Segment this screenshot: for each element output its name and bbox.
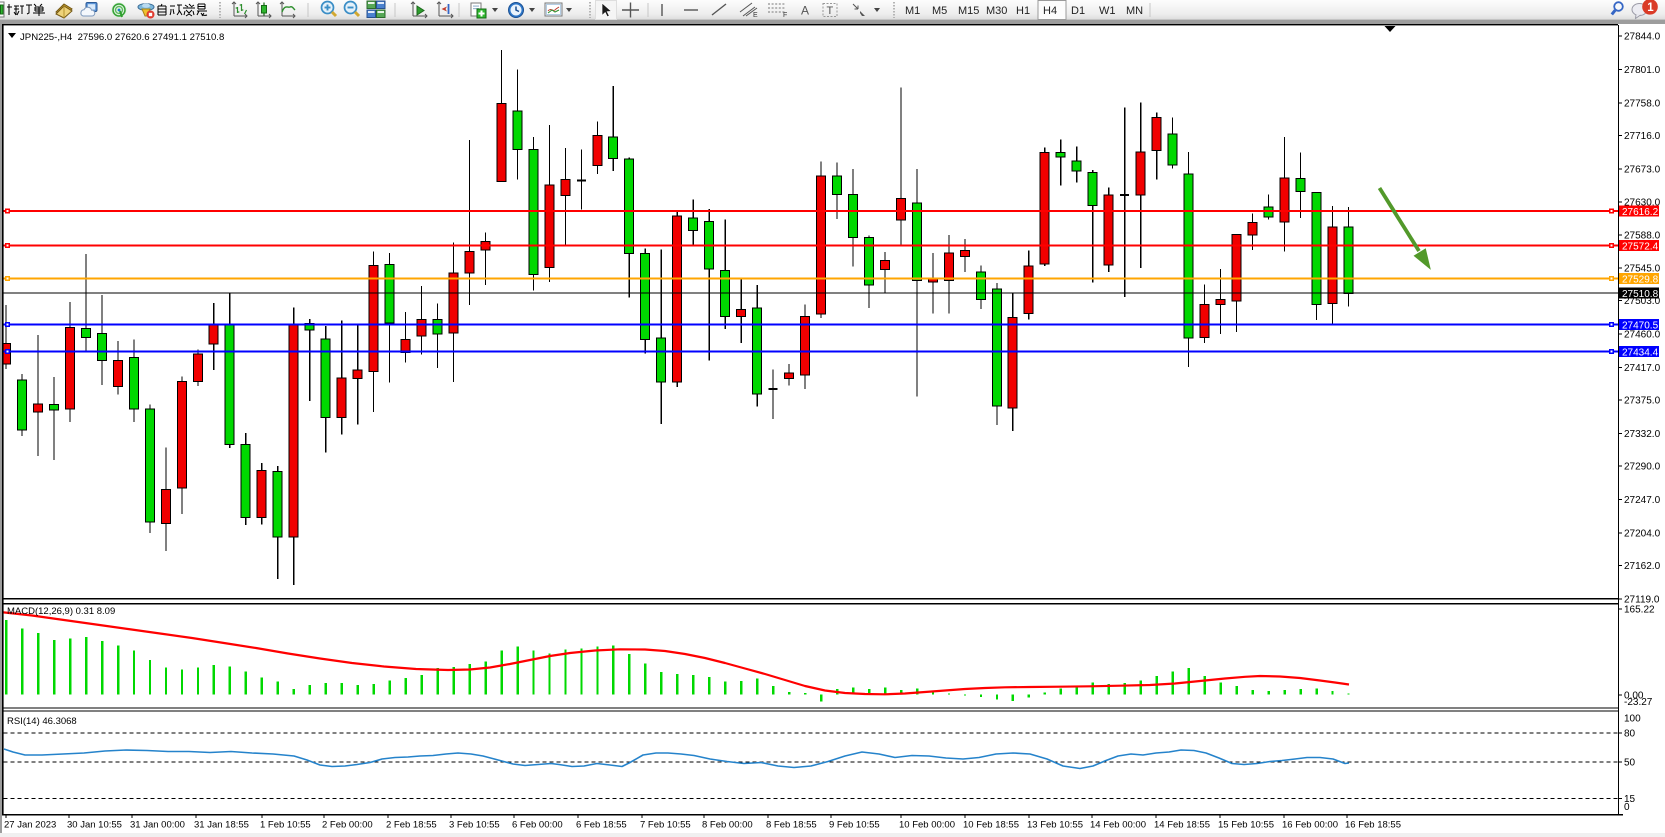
svg-text:31 Jan 00:00: 31 Jan 00:00 (130, 820, 185, 831)
svg-text:10 Feb 00:00: 10 Feb 00:00 (899, 820, 955, 831)
svg-text:50: 50 (1624, 758, 1636, 769)
svg-text:27616.2: 27616.2 (1622, 207, 1659, 218)
svg-text:15: 15 (1624, 794, 1636, 805)
svg-text:27460.0: 27460.0 (1624, 330, 1661, 341)
svg-text:JPN225-,H4 27596.0 27620.6 27: JPN225-,H4 27596.0 27620.6 27491.1 27510… (20, 32, 224, 43)
svg-text:8 Feb 00:00: 8 Feb 00:00 (702, 820, 753, 831)
svg-text:31 Jan 18:55: 31 Jan 18:55 (194, 820, 249, 831)
svg-text:27529.8: 27529.8 (1622, 274, 1659, 285)
svg-text:27470.5: 27470.5 (1622, 320, 1659, 331)
svg-text:80: 80 (1624, 729, 1636, 740)
svg-text:30 Jan 10:55: 30 Jan 10:55 (67, 820, 122, 831)
svg-text:16 Feb 18:55: 16 Feb 18:55 (1345, 820, 1401, 831)
svg-text:9 Feb 10:55: 9 Feb 10:55 (829, 820, 880, 831)
svg-text:M15: M15 (958, 5, 979, 17)
svg-text:6 Feb 00:00: 6 Feb 00:00 (512, 820, 563, 831)
svg-text:14 Feb 00:00: 14 Feb 00:00 (1090, 820, 1146, 831)
svg-text:2 Feb 18:55: 2 Feb 18:55 (386, 820, 437, 831)
svg-text:27119.0: 27119.0 (1624, 594, 1660, 605)
svg-text:27434.4: 27434.4 (1622, 347, 1659, 358)
svg-text:165.22: 165.22 (1624, 605, 1655, 616)
svg-text:27758.0: 27758.0 (1624, 98, 1661, 109)
svg-text:MACD(12,26,9) 0.31 8.09: MACD(12,26,9) 0.31 8.09 (7, 606, 115, 617)
svg-text:W1: W1 (1099, 5, 1116, 17)
svg-text:0.00: 0.00 (1624, 691, 1644, 702)
svg-text:M1: M1 (905, 5, 920, 17)
svg-text:T: T (827, 5, 834, 17)
svg-text:27716.0: 27716.0 (1624, 131, 1661, 142)
svg-text:27503.0: 27503.0 (1624, 296, 1661, 307)
svg-text:H4: H4 (1043, 5, 1057, 17)
svg-text:0: 0 (1624, 802, 1630, 813)
svg-text:27375.0: 27375.0 (1624, 396, 1661, 407)
svg-text:RSI(14) 46.3068: RSI(14) 46.3068 (7, 716, 77, 727)
svg-text:27545.0: 27545.0 (1624, 264, 1661, 275)
svg-text:M30: M30 (986, 5, 1007, 17)
svg-text:8 Feb 18:55: 8 Feb 18:55 (766, 820, 817, 831)
svg-text:27247.0: 27247.0 (1624, 495, 1661, 506)
svg-text:-23.27: -23.27 (1624, 697, 1653, 708)
svg-text:13 Feb 10:55: 13 Feb 10:55 (1027, 820, 1083, 831)
svg-text:A: A (801, 4, 809, 18)
svg-text:27332.0: 27332.0 (1624, 429, 1661, 440)
svg-text:MN: MN (1126, 5, 1143, 17)
svg-text:F: F (783, 12, 787, 19)
svg-text:10 Feb 18:55: 10 Feb 18:55 (963, 820, 1019, 831)
svg-text:27204.0: 27204.0 (1624, 528, 1661, 539)
svg-text:27801.0: 27801.0 (1624, 65, 1661, 76)
svg-text:E: E (753, 12, 758, 19)
svg-text:27588.0: 27588.0 (1624, 230, 1661, 241)
svg-text:1: 1 (1647, 2, 1654, 14)
svg-text:6 Feb 18:55: 6 Feb 18:55 (576, 820, 627, 831)
svg-text:27572.4: 27572.4 (1622, 241, 1659, 252)
svg-text:M5: M5 (932, 5, 947, 17)
svg-text:27510.8: 27510.8 (1622, 289, 1659, 300)
svg-text:3 Feb 10:55: 3 Feb 10:55 (449, 820, 500, 831)
svg-text:27162.0: 27162.0 (1624, 561, 1661, 572)
svg-text:27290.0: 27290.0 (1624, 462, 1661, 473)
svg-text:27673.0: 27673.0 (1624, 164, 1661, 175)
svg-text:16 Feb 00:00: 16 Feb 00:00 (1282, 820, 1338, 831)
svg-text:2 Feb 00:00: 2 Feb 00:00 (322, 820, 373, 831)
svg-text:15 Feb 10:55: 15 Feb 10:55 (1218, 820, 1274, 831)
svg-text:1 Feb 10:55: 1 Feb 10:55 (260, 820, 311, 831)
svg-text:27417.0: 27417.0 (1624, 363, 1661, 374)
svg-text:H1: H1 (1016, 5, 1030, 17)
svg-text:27 Jan 2023: 27 Jan 2023 (4, 820, 56, 831)
svg-text:14 Feb 18:55: 14 Feb 18:55 (1154, 820, 1210, 831)
svg-text:D1: D1 (1071, 5, 1085, 17)
svg-text:27844.0: 27844.0 (1624, 32, 1661, 43)
svg-text:100: 100 (1624, 714, 1641, 725)
svg-text:27630.0: 27630.0 (1624, 198, 1661, 209)
svg-text:7 Feb 10:55: 7 Feb 10:55 (640, 820, 691, 831)
